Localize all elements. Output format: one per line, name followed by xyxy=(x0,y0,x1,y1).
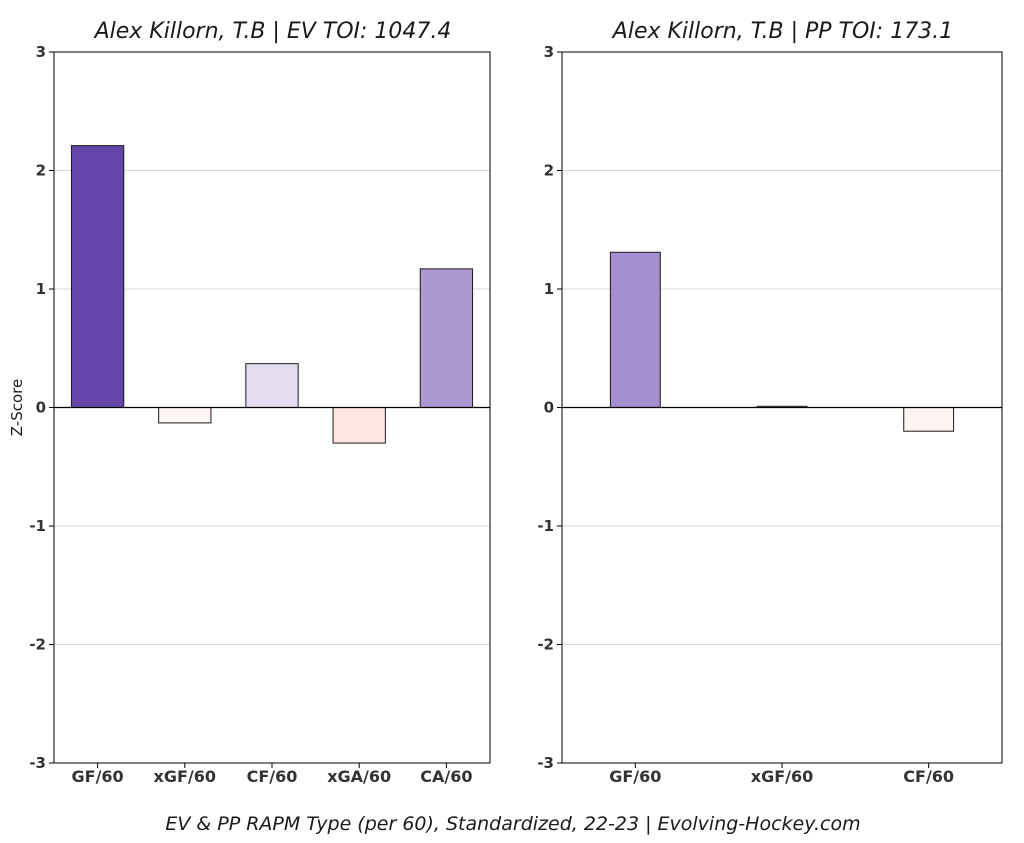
pp-y-tick-label: 1 xyxy=(544,280,554,298)
ev-y-axis-label: Z-Score xyxy=(8,379,26,436)
pp-y-tick-label: -3 xyxy=(537,754,554,772)
ev-bar-ca-per-60 xyxy=(419,268,474,409)
ev-y-tick-label: 0 xyxy=(36,399,46,417)
pp-y-tick-label: 0 xyxy=(544,399,554,417)
pp-y-tick-label: 3 xyxy=(544,43,554,61)
pp-bar-cf-per-60 xyxy=(903,407,955,432)
ev-y-tick-label: 1 xyxy=(36,280,46,298)
ev-plot-frame xyxy=(53,51,491,764)
pp-y-tick-label: -1 xyxy=(537,517,554,535)
ev-bar-cf-per-60 xyxy=(245,363,299,408)
chart-footer: EV & PP RAPM Type (per 60), Standardized… xyxy=(165,813,860,835)
pp-plot-frame xyxy=(561,51,1003,764)
pp-bar-gf-per-60 xyxy=(609,251,661,408)
ev-y-tick-label: -3 xyxy=(29,754,46,772)
pp-y-tick-label: -2 xyxy=(537,636,554,654)
ev-y-tick-label: 2 xyxy=(36,162,46,180)
pp-rapm-panel: Alex Killorn, T.B | PP TOI: 173.1 3 2 1 0 -1 -… xyxy=(537,19,1003,786)
ev-bar-xga-per-60 xyxy=(332,407,386,444)
pp-x-tick-label: GF/60 xyxy=(609,767,661,786)
pp-y-tick-label: 2 xyxy=(544,162,554,180)
pp-x-tick-label: CF/60 xyxy=(903,767,954,786)
ev-y-tick-label: -2 xyxy=(29,636,46,654)
ev-x-tick-label: GF/60 xyxy=(72,767,124,786)
ev-x-tick-label: CF/60 xyxy=(247,767,298,786)
pp-chart-title: Alex Killorn, T.B | PP TOI: 173.1 xyxy=(611,19,953,44)
ev-rapm-panel: Alex Killorn, T.B | EV TOI: 1047.4 Z-Scor… xyxy=(8,19,491,786)
ev-bar-gf-per-60 xyxy=(70,145,125,409)
ev-y-tick-label: -1 xyxy=(29,517,46,535)
ev-bar-xgf-per-60 xyxy=(158,407,212,424)
ev-x-tick-label: CA/60 xyxy=(420,767,472,786)
pp-x-tick-label: xGF/60 xyxy=(751,767,814,786)
ev-y-tick-label: 3 xyxy=(36,43,46,61)
ev-x-tick-label: xGA/60 xyxy=(327,767,391,786)
ev-chart-title: Alex Killorn, T.B | EV TOI: 1047.4 xyxy=(93,19,452,44)
ev-x-tick-label: xGF/60 xyxy=(154,767,217,786)
